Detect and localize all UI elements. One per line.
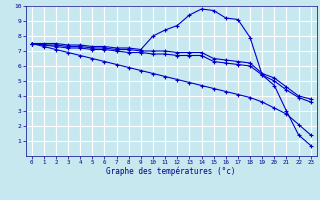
X-axis label: Graphe des températures (°c): Graphe des températures (°c) — [107, 167, 236, 176]
